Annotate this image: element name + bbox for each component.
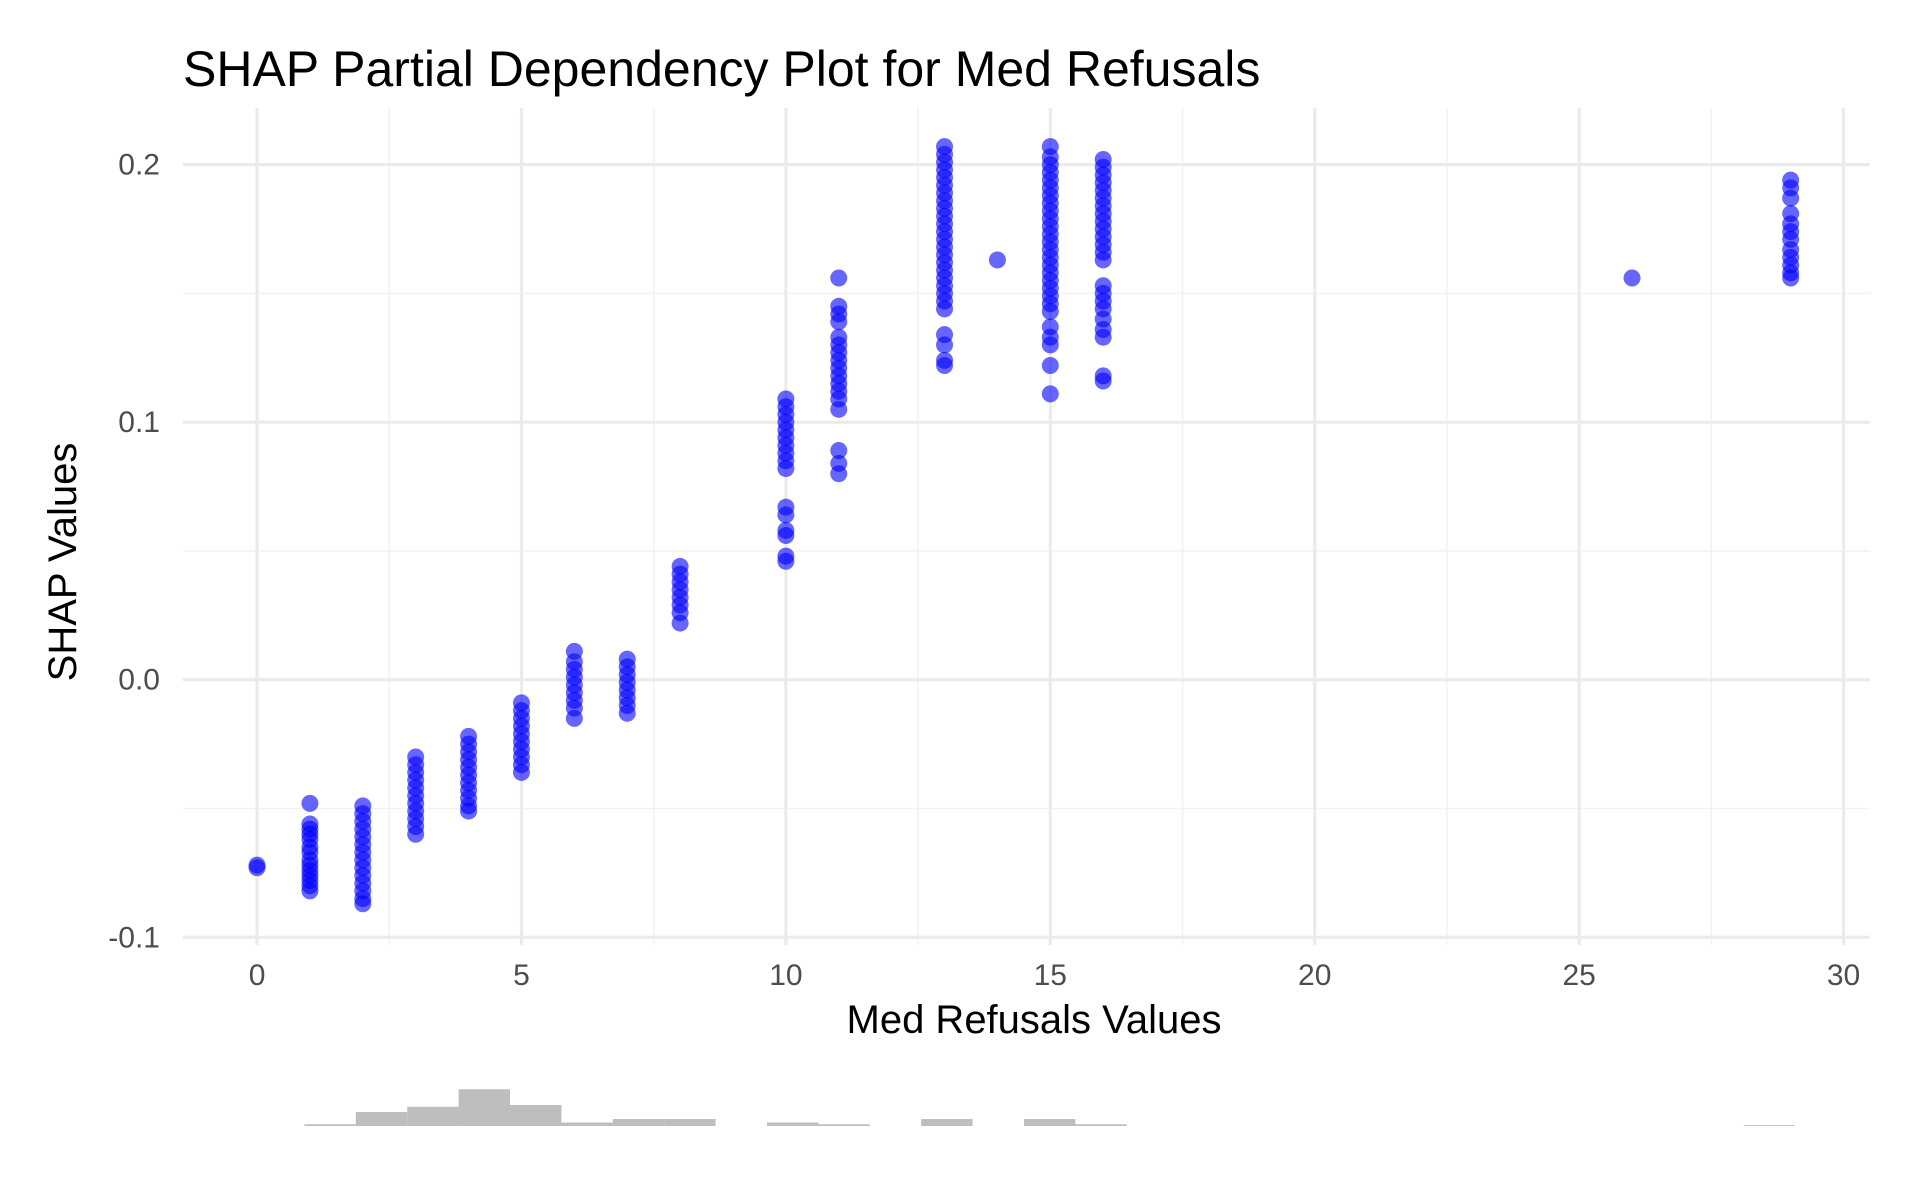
scatter-points xyxy=(248,138,1800,913)
data-point xyxy=(248,859,266,877)
y-tick-label: 0.0 xyxy=(118,664,160,697)
data-point xyxy=(1094,251,1112,269)
data-point xyxy=(830,269,848,287)
data-point xyxy=(830,465,848,483)
histogram-bar xyxy=(355,1112,408,1126)
histogram-bar xyxy=(818,1124,870,1126)
data-point xyxy=(830,442,848,460)
chart-title: SHAP Partial Dependency Plot for Med Ref… xyxy=(183,41,1260,97)
histogram-bar xyxy=(304,1124,356,1126)
data-point xyxy=(407,825,425,843)
histogram-bar xyxy=(767,1122,819,1126)
data-point xyxy=(512,763,530,781)
data-point xyxy=(1782,189,1800,207)
x-tick-label: 25 xyxy=(1562,959,1595,992)
x-tick-label: 20 xyxy=(1298,959,1331,992)
histogram-bar xyxy=(510,1105,562,1126)
data-point xyxy=(1041,336,1059,354)
data-point xyxy=(301,794,319,812)
data-point xyxy=(460,802,478,820)
data-point xyxy=(777,527,795,545)
data-point xyxy=(936,336,954,354)
histogram-bar xyxy=(458,1089,510,1126)
y-axis-title: SHAP Values xyxy=(41,443,85,682)
data-point xyxy=(777,552,795,570)
y-tick-label: 0.2 xyxy=(118,149,160,182)
data-point xyxy=(936,300,954,318)
histogram-bar xyxy=(561,1122,613,1126)
x-tick-label: 0 xyxy=(249,959,266,992)
data-point xyxy=(1041,385,1059,403)
data-point xyxy=(1094,328,1112,346)
data-point xyxy=(830,313,848,331)
x-axis-title: Med Refusals Values xyxy=(847,998,1222,1042)
x-tick-label: 10 xyxy=(769,959,802,992)
data-point xyxy=(988,251,1006,269)
data-point xyxy=(777,506,795,524)
data-point xyxy=(1094,372,1112,390)
data-point xyxy=(354,895,372,913)
marginal-histogram xyxy=(304,1089,1795,1126)
histogram-bar xyxy=(664,1119,716,1126)
y-axis-ticks: -0.1 0.0 0.1 0.2 xyxy=(108,149,160,955)
grid xyxy=(183,108,1870,945)
data-point xyxy=(1041,302,1059,320)
x-tick-label: 30 xyxy=(1827,959,1860,992)
data-point xyxy=(1623,269,1641,287)
data-point xyxy=(1041,357,1059,375)
histogram-bar xyxy=(1743,1125,1795,1126)
data-point xyxy=(618,704,636,722)
data-point xyxy=(830,400,848,418)
data-point xyxy=(1782,269,1800,287)
y-tick-label: -0.1 xyxy=(108,921,160,954)
data-point xyxy=(565,709,583,727)
histogram-bar xyxy=(407,1106,459,1126)
x-tick-label: 5 xyxy=(513,959,530,992)
data-point xyxy=(671,614,689,632)
histogram-bar xyxy=(1075,1124,1127,1126)
data-point xyxy=(777,460,795,478)
x-axis-ticks: 0 5 10 15 20 25 30 xyxy=(249,959,1861,992)
histogram-bar xyxy=(1024,1119,1076,1126)
data-point xyxy=(936,357,954,375)
histogram-bar xyxy=(921,1119,973,1126)
data-point xyxy=(301,882,319,900)
y-tick-label: 0.1 xyxy=(118,406,160,439)
x-tick-label: 15 xyxy=(1034,959,1067,992)
histogram-bar xyxy=(612,1119,665,1126)
